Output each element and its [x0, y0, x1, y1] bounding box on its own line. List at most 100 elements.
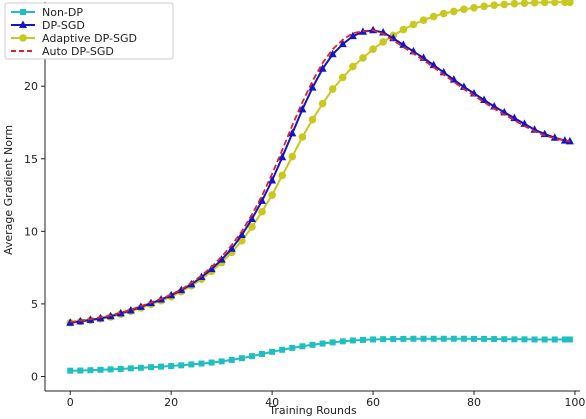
x-axis-title: Training Rounds: [268, 404, 357, 417]
point-adaptive-dp-sgd-54: [338, 73, 347, 82]
point-adaptive-dp-sgd-99: [566, 0, 574, 7]
point-non-dp-74: [440, 335, 447, 342]
point-non-dp-34: [238, 355, 245, 362]
legend-marker-dp-sgd: [19, 20, 27, 28]
point-non-dp-99: [566, 336, 573, 343]
series-line-dp-sgd: [70, 29, 571, 324]
legend-item-non-dp: Non-DP: [11, 6, 83, 19]
point-adaptive-dp-sgd-76: [450, 7, 458, 16]
series-line-auto-dp-sgd: [70, 29, 571, 323]
point-adaptive-dp-sgd-38: [258, 207, 266, 216]
point-dp-sgd-72: [429, 60, 438, 69]
point-non-dp-0: [67, 367, 74, 374]
point-non-dp-58: [359, 336, 366, 343]
point-non-dp-14: [137, 364, 144, 371]
point-non-dp-8: [107, 366, 114, 373]
point-adaptive-dp-sgd-60: [369, 45, 377, 53]
point-non-dp-76: [450, 335, 457, 342]
legend-item-auto-dp-sgd: Auto DP-SGD: [11, 45, 114, 58]
point-non-dp-10: [117, 365, 124, 372]
y-tick-label-5: 5: [31, 298, 38, 311]
point-non-dp-2: [77, 367, 84, 374]
point-non-dp-24: [188, 361, 195, 368]
y-tick-label-20: 20: [24, 80, 38, 93]
point-non-dp-30: [218, 358, 225, 365]
point-adaptive-dp-sgd-62: [379, 38, 387, 46]
point-adaptive-dp-sgd-94: [540, 0, 549, 7]
point-adaptive-dp-sgd-50: [318, 99, 327, 108]
point-dp-sgd-40: [268, 176, 277, 184]
point-adaptive-dp-sgd-52: [328, 85, 337, 93]
point-adaptive-dp-sgd-42: [278, 171, 287, 180]
point-dp-sgd-54: [338, 39, 347, 48]
point-adaptive-dp-sgd-90: [520, 0, 529, 7]
series-non-dp: [67, 335, 573, 374]
point-dp-sgd-84: [490, 102, 499, 110]
point-dp-sgd-42: [278, 152, 287, 161]
legend-label-auto-dp-sgd: Auto DP-SGD: [42, 45, 114, 58]
legend-label-non-dp: Non-DP: [42, 6, 83, 19]
point-adaptive-dp-sgd-48: [308, 115, 317, 124]
point-adaptive-dp-sgd-92: [530, 0, 539, 7]
y-axis-title: Average Gradient Norm: [2, 125, 15, 255]
point-non-dp-26: [198, 360, 205, 367]
point-non-dp-88: [511, 336, 518, 343]
point-adaptive-dp-sgd-84: [490, 1, 498, 9]
point-non-dp-78: [460, 335, 467, 342]
point-non-dp-20: [168, 363, 175, 370]
point-non-dp-86: [501, 336, 508, 343]
x-tick-label-100: 100: [564, 396, 585, 409]
point-dp-sgd-36: [247, 214, 256, 222]
legend-marker-non-dp: [20, 9, 26, 15]
x-tick-label-60: 60: [366, 396, 380, 409]
point-adaptive-dp-sgd-58: [359, 54, 367, 62]
point-dp-sgd-34: [237, 230, 246, 238]
point-non-dp-38: [259, 350, 266, 357]
series-auto-dp-sgd: [70, 29, 571, 323]
point-adaptive-dp-sgd-96: [550, 0, 559, 7]
point-non-dp-16: [147, 364, 154, 371]
point-non-dp-22: [178, 362, 185, 369]
point-adaptive-dp-sgd-40: [268, 191, 276, 199]
point-dp-sgd-78: [459, 82, 468, 90]
point-adaptive-dp-sgd-86: [500, 0, 509, 9]
point-non-dp-50: [319, 340, 326, 347]
point-non-dp-28: [208, 359, 215, 366]
point-dp-sgd-44: [288, 128, 297, 137]
point-non-dp-84: [491, 336, 498, 343]
x-tick-label-80: 80: [467, 396, 481, 409]
point-dp-sgd-48: [308, 83, 317, 91]
point-dp-sgd-32: [227, 244, 236, 252]
series-layer: [66, 0, 574, 374]
point-non-dp-40: [269, 348, 276, 355]
point-adaptive-dp-sgd-56: [349, 62, 357, 71]
y-tick-label-10: 10: [24, 225, 38, 238]
point-non-dp-72: [430, 335, 437, 342]
point-non-dp-98: [561, 336, 568, 343]
legend-item-adaptive-dp-sgd: Adaptive DP-SGD: [11, 32, 137, 45]
point-dp-sgd-46: [298, 104, 307, 113]
series-dp-sgd: [66, 25, 574, 326]
point-dp-sgd-30: [217, 255, 226, 263]
point-non-dp-68: [410, 335, 417, 342]
point-non-dp-48: [309, 341, 316, 348]
point-adaptive-dp-sgd-70: [419, 16, 428, 24]
point-non-dp-96: [551, 336, 558, 343]
x-tick-label-20: 20: [164, 396, 178, 409]
point-non-dp-80: [471, 335, 478, 342]
point-non-dp-42: [279, 346, 286, 353]
point-dp-sgd-50: [318, 64, 327, 72]
point-non-dp-4: [87, 367, 94, 374]
point-adaptive-dp-sgd-44: [288, 152, 297, 161]
point-adaptive-dp-sgd-80: [470, 4, 478, 12]
point-non-dp-12: [127, 365, 134, 372]
point-non-dp-54: [339, 338, 346, 345]
point-adaptive-dp-sgd-88: [510, 0, 519, 8]
point-adaptive-dp-sgd-72: [429, 12, 438, 21]
point-non-dp-32: [228, 356, 235, 363]
point-dp-sgd-96: [550, 133, 559, 141]
point-non-dp-18: [158, 363, 165, 370]
x-tick-label-0: 0: [67, 396, 74, 409]
point-dp-sgd-56: [348, 31, 357, 40]
